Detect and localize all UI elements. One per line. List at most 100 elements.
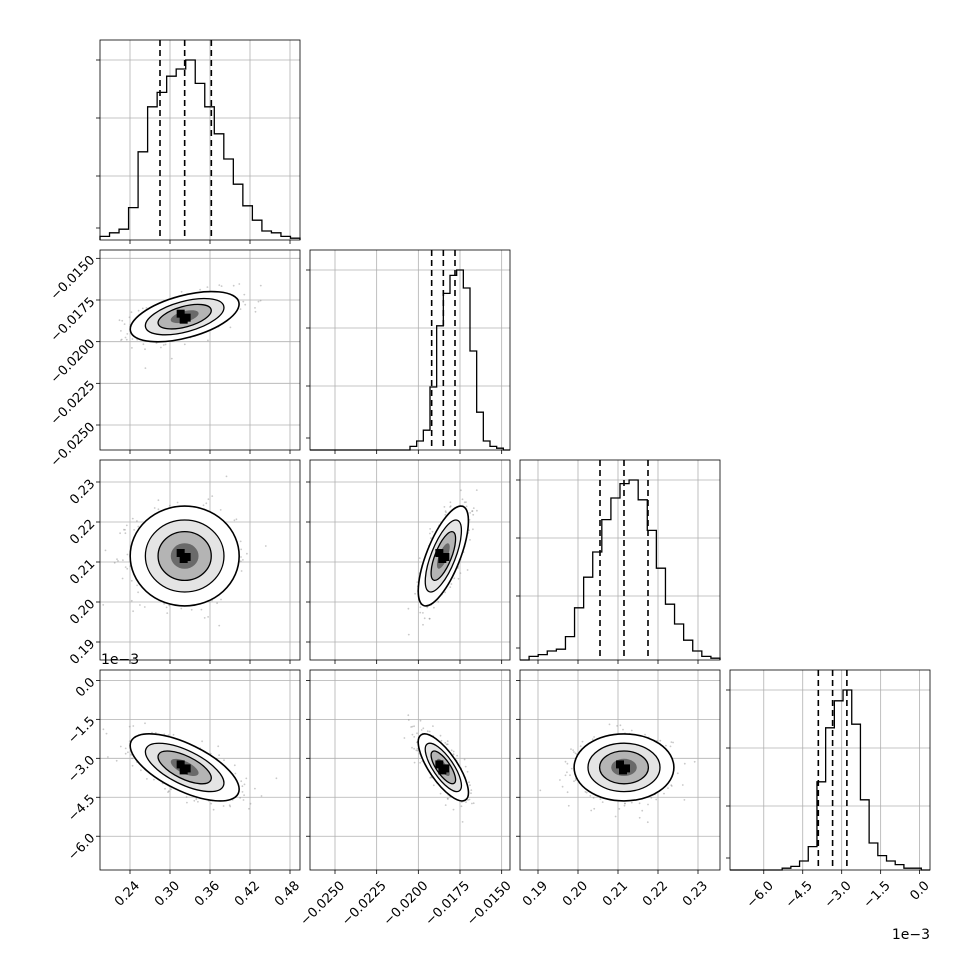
sample-point [590,809,593,812]
sample-point [168,504,171,507]
pair-panel-3-2 [306,459,511,664]
sample-point [452,750,455,753]
y-tick-label: −3.0 [65,753,98,786]
panel-frame [729,669,931,871]
sample-point [665,744,667,747]
sample-point [240,780,243,783]
density-core [179,555,188,563]
x-tick-label: 0.30 [152,878,183,909]
sample-point [444,591,446,594]
sample-point [439,792,442,795]
histogram-4 [730,689,930,871]
sample-point [130,311,133,314]
sample-point [581,740,584,743]
sample-point [407,719,410,721]
y-tick-label: 0.0 [73,675,98,700]
sample-point [195,798,198,801]
y-tick-label: 0.19 [67,637,98,668]
y-tick-label: −0.0225 [48,378,98,428]
sample-point [131,764,134,767]
sample-point [128,316,131,319]
sample-point [659,739,662,742]
sample-point [429,532,431,535]
sample-point [153,778,155,781]
sample-point [457,577,460,580]
sample-point [242,799,245,801]
sample-point [593,807,596,810]
sample-point [566,791,569,794]
sample-point [202,504,205,507]
sample-point [459,572,462,574]
sample-point [415,749,418,752]
sample-point [104,549,107,552]
sample-point [419,761,421,764]
sample-point [180,290,183,293]
sample-point [249,802,252,805]
sample-point [614,815,617,818]
sample-point [275,777,278,780]
x-tick-label: −0.0175 [423,878,473,928]
sample-point [460,489,462,492]
x-tick-label: 0.21 [600,878,631,909]
sample-point [146,778,148,780]
sample-point [131,347,133,349]
sample-point [646,821,649,824]
sample-point [157,499,160,502]
sample-point [211,495,214,497]
sample-point [433,606,435,609]
sample-point [683,762,686,765]
sample-point [608,723,611,726]
sample-point [165,606,168,609]
panel-frame [309,669,511,871]
sample-point [119,745,122,748]
sample-point [573,780,575,783]
sample-point [254,787,256,790]
hist-panel-4 [726,669,931,874]
pair-panel-2-1 [96,249,301,454]
y-tick-label: −6.0 [65,831,98,864]
sample-point [465,801,467,803]
sample-point [449,586,452,588]
sample-point [131,338,134,340]
panel-frame [309,459,511,661]
sample-point [416,749,419,752]
sample-point [431,530,434,533]
sample-point [622,728,624,731]
sample-point [463,501,466,504]
sample-point [428,617,431,620]
sample-point [676,772,679,775]
sample-point [119,532,121,535]
density-core [179,315,188,324]
sample-point [201,740,204,743]
sample-point [407,714,410,717]
histogram-2 [310,269,510,451]
sample-point [444,742,447,744]
sample-point [440,739,443,742]
sample-point [630,801,633,804]
panel-frame [519,459,721,661]
sample-point [126,333,129,335]
panel-frame [99,669,301,871]
sample-point [471,510,473,513]
sample-point [619,724,622,727]
sample-point [233,519,236,522]
sample-point [162,344,165,346]
y-tick-label: 0.22 [67,517,98,548]
sample-point [218,754,221,756]
x-tick-label: 0.36 [192,878,223,909]
sample-point [117,560,119,562]
sample-point [209,752,212,755]
sample-point [475,489,478,491]
panel-frame [99,459,301,661]
sample-point [206,286,209,288]
sample-point [164,787,166,790]
sample-point [641,809,644,812]
sample-point [672,741,674,744]
sample-point [102,728,105,731]
density-core [176,549,185,557]
sample-point [423,617,426,620]
sample-point [102,604,105,606]
sample-point [411,725,414,728]
sample-point [190,608,193,611]
sample-point [235,518,238,521]
